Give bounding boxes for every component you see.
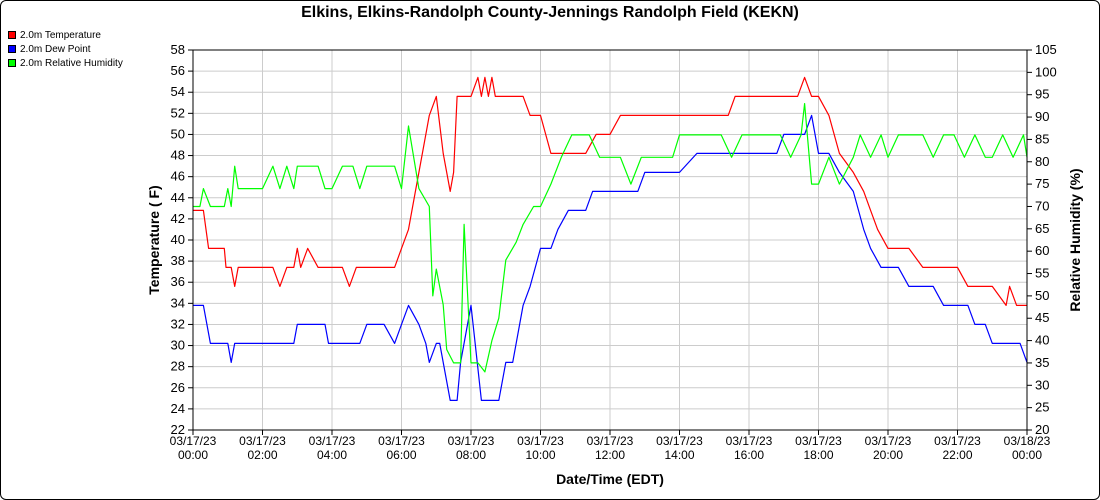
series-line-2-0m-temperature [193,76,1027,306]
x-tick-date-label: 03/17/23 [726,434,773,448]
right-tick-label: 55 [1035,266,1049,281]
series-line-2-0m-relative-humidity [193,103,1028,373]
x-axis-title: Date/Time (EDT) [556,471,664,487]
right-tick-label: 65 [1035,221,1049,236]
x-tick-time-label: 18:00 [803,448,833,462]
series-line-2-0m-dew-point [193,114,1028,401]
x-tick-time-label: 06:00 [386,448,416,462]
right-tick-label: 30 [1035,377,1049,392]
x-tick-date-label: 03/17/23 [239,434,286,448]
left-tick-label: 24 [171,401,185,416]
left-tick-label: 22 [171,422,185,437]
left-tick-label: 26 [171,380,185,395]
left-tick-label: 52 [171,105,185,120]
right-tick-label: 70 [1035,198,1049,213]
x-tick-time-label: 12:00 [595,448,625,462]
right-tick-label: 105 [1035,42,1057,57]
x-tick-time-label: 04:00 [317,448,347,462]
x-tick-date-label: 03/17/23 [587,434,634,448]
legend-label-temperature: 2.0m Temperature [20,29,101,41]
plot-border [192,49,1028,431]
left-tick-label: 28 [171,359,185,374]
legend-item-relative-humidity: 2.0m Relative Humidity [8,56,123,70]
right-tick-label: 75 [1035,176,1049,191]
x-tick-time-label: 02:00 [247,448,277,462]
x-tick-time-label: 00:00 [1012,448,1042,462]
left-tick-label: 54 [171,84,185,99]
left-tick-label: 34 [171,295,185,310]
left-tick-label: 58 [171,42,185,57]
x-tick-time-label: 20:00 [873,448,903,462]
right-tick-label: 90 [1035,109,1049,124]
x-tick-time-label: 16:00 [734,448,764,462]
legend-item-dew-point: 2.0m Dew Point [8,42,123,56]
x-tick-date-label: 03/18/23 [1004,434,1051,448]
y-axis-title-right: Relative Humidity (%) [1067,168,1083,311]
chart-title: Elkins, Elkins-Randolph County-Jennings … [301,4,799,21]
right-tick-label: 60 [1035,243,1049,258]
x-tick-time-label: 22:00 [942,448,972,462]
legend: 2.0m Temperature 2.0m Dew Point 2.0m Rel… [8,28,123,70]
left-tick-label: 38 [171,253,185,268]
right-tick-label: 95 [1035,87,1049,102]
left-tick-label: 50 [171,126,185,141]
right-tick-label: 35 [1035,355,1049,370]
x-tick-date-label: 03/17/23 [865,434,912,448]
left-tick-label: 40 [171,232,185,247]
left-tick-label: 42 [171,211,185,226]
legend-label-dew-point: 2.0m Dew Point [20,43,91,55]
legend-swatch-temperature [8,31,16,39]
right-tick-label: 40 [1035,333,1049,348]
left-tick-label: 56 [171,63,185,78]
legend-label-relative-humidity: 2.0m Relative Humidity [20,57,123,69]
left-tick-label: 46 [171,169,185,184]
legend-item-temperature: 2.0m Temperature [8,28,123,42]
legend-swatch-dew-point [8,45,16,53]
left-tick-label: 32 [171,316,185,331]
right-tick-label: 25 [1035,400,1049,415]
x-tick-date-label: 03/17/23 [309,434,356,448]
x-tick-date-label: 03/17/23 [795,434,842,448]
right-tick-label: 20 [1035,422,1049,437]
right-tick-label: 45 [1035,310,1049,325]
x-tick-date-label: 03/17/23 [517,434,564,448]
x-tick-date-label: 03/17/23 [448,434,495,448]
x-tick-date-label: 03/17/23 [170,434,217,448]
x-tick-time-label: 08:00 [456,448,486,462]
x-tick-time-label: 00:00 [178,448,208,462]
x-tick-time-label: 10:00 [525,448,555,462]
left-tick-label: 30 [171,338,185,353]
left-tick-label: 36 [171,274,185,289]
right-tick-label: 50 [1035,288,1049,303]
x-tick-date-label: 03/17/23 [378,434,425,448]
right-tick-label: 85 [1035,131,1049,146]
y-axis-title-left: Temperature ( F) [146,185,162,294]
legend-swatch-relative-humidity [8,59,16,67]
x-tick-date-label: 03/17/23 [656,434,703,448]
x-tick-time-label: 14:00 [664,448,694,462]
right-tick-label: 80 [1035,154,1049,169]
right-tick-label: 100 [1035,64,1057,79]
left-tick-label: 44 [171,190,185,205]
x-tick-date-label: 03/17/23 [934,434,981,448]
left-tick-label: 48 [171,148,185,163]
